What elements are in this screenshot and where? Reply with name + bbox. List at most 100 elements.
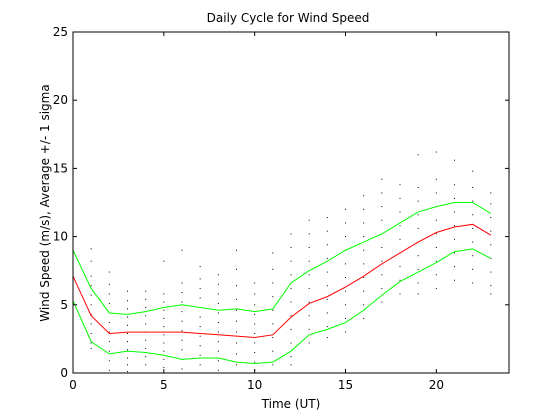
scatter-point bbox=[290, 260, 292, 262]
scatter-point bbox=[381, 274, 383, 276]
scatter-point bbox=[163, 350, 165, 352]
scatter-point bbox=[472, 170, 474, 172]
scatter-point bbox=[217, 274, 219, 276]
scatter-point bbox=[127, 341, 128, 343]
scatter-point bbox=[90, 294, 92, 296]
scatter-point bbox=[381, 219, 383, 221]
scatter-point bbox=[199, 354, 201, 356]
scatter-point bbox=[381, 206, 383, 208]
scatter-point bbox=[363, 304, 365, 306]
scatter-point bbox=[454, 266, 455, 268]
scatter-point bbox=[181, 249, 183, 251]
y-tick-label: 0 bbox=[60, 366, 68, 380]
average-line bbox=[72, 223, 492, 339]
scatter-point bbox=[435, 192, 437, 194]
scatter-point bbox=[127, 371, 128, 373]
scatter-point bbox=[363, 277, 365, 279]
scatter-point bbox=[254, 304, 256, 306]
scatter-point bbox=[199, 335, 201, 337]
scatter-point bbox=[472, 227, 474, 229]
scatter-point bbox=[199, 364, 201, 366]
scatter-point bbox=[236, 364, 237, 366]
scatter-point bbox=[163, 342, 165, 344]
scatter-point bbox=[254, 282, 256, 284]
scatter-point bbox=[108, 331, 110, 333]
scatter-point bbox=[145, 307, 147, 309]
scatter-point bbox=[199, 266, 201, 268]
scatter-point bbox=[217, 312, 219, 314]
scatter-point bbox=[127, 324, 128, 326]
scatter-point bbox=[217, 360, 219, 362]
scatter-point bbox=[90, 323, 92, 325]
scatter-point bbox=[145, 298, 147, 300]
scatter-point bbox=[363, 263, 365, 265]
scatter-point bbox=[417, 282, 419, 284]
scatter-point bbox=[308, 260, 310, 262]
y-tick-label: 25 bbox=[53, 25, 68, 39]
scatter-point bbox=[145, 323, 147, 325]
scatter-point bbox=[217, 283, 219, 285]
y-axis-label: Wind Speed (m/s), Average +/- 1 sigma bbox=[38, 84, 52, 321]
scatter-point bbox=[363, 290, 365, 292]
scatter-point bbox=[127, 316, 128, 318]
y-tick-label: 5 bbox=[60, 298, 68, 312]
scatter-point bbox=[417, 214, 419, 216]
scatter-point bbox=[472, 255, 474, 257]
scatter-point bbox=[326, 312, 328, 314]
scatter-point bbox=[454, 252, 455, 254]
scatter-point bbox=[163, 334, 165, 336]
scatter-point bbox=[290, 315, 292, 317]
scatter-point bbox=[127, 349, 128, 351]
scatter-point bbox=[308, 328, 310, 330]
scatter-point bbox=[108, 360, 110, 362]
scatter-point bbox=[381, 247, 383, 249]
scatter-point bbox=[290, 233, 292, 235]
scatter-point bbox=[181, 292, 183, 294]
scatter-point bbox=[254, 332, 256, 334]
scatter-point bbox=[236, 331, 237, 333]
scatter-point bbox=[363, 236, 365, 238]
scatter-point bbox=[399, 184, 401, 186]
x-tick-label: 5 bbox=[160, 378, 168, 392]
scatter-point bbox=[345, 222, 346, 224]
scatter-point bbox=[381, 301, 383, 303]
scatter-point bbox=[454, 225, 455, 227]
scatter-point bbox=[417, 187, 419, 188]
scatter-point bbox=[127, 290, 128, 292]
scatter-point bbox=[435, 260, 437, 262]
scatter-point bbox=[290, 301, 292, 303]
scatter-point bbox=[435, 247, 437, 249]
scatter-point bbox=[236, 268, 237, 270]
scatter-point bbox=[326, 244, 328, 246]
y-tick-label: 15 bbox=[53, 161, 68, 175]
scatter-point bbox=[472, 187, 474, 188]
scatter-point bbox=[272, 296, 274, 298]
scatter-point bbox=[345, 290, 346, 292]
scatter-point bbox=[326, 271, 328, 273]
scatter-point bbox=[163, 260, 165, 262]
scatter-point bbox=[199, 287, 201, 289]
scatter-point bbox=[345, 277, 346, 279]
scatter-point bbox=[308, 287, 310, 289]
scatter-point bbox=[145, 347, 147, 349]
scatter-point bbox=[236, 342, 237, 344]
scatter-point bbox=[254, 323, 256, 325]
y-axis-ticks: 0 5 10 15 20 25 bbox=[53, 25, 509, 380]
scatter-point bbox=[490, 271, 492, 273]
scatter-point bbox=[454, 197, 455, 199]
scatter-point bbox=[108, 293, 110, 295]
scatter-point bbox=[163, 309, 165, 311]
scatter-point bbox=[490, 244, 492, 246]
scatter-point bbox=[399, 225, 401, 227]
scatter-point bbox=[363, 249, 365, 251]
scatter-point bbox=[381, 260, 383, 262]
scatter-point bbox=[399, 238, 401, 240]
scatter-point bbox=[290, 356, 292, 358]
scatter-point bbox=[454, 211, 455, 213]
scatter-point bbox=[399, 293, 401, 295]
scatter-point bbox=[163, 358, 165, 360]
scatter-point bbox=[326, 326, 328, 328]
y-tick-label: 20 bbox=[53, 93, 68, 107]
scatter-point bbox=[90, 342, 92, 344]
